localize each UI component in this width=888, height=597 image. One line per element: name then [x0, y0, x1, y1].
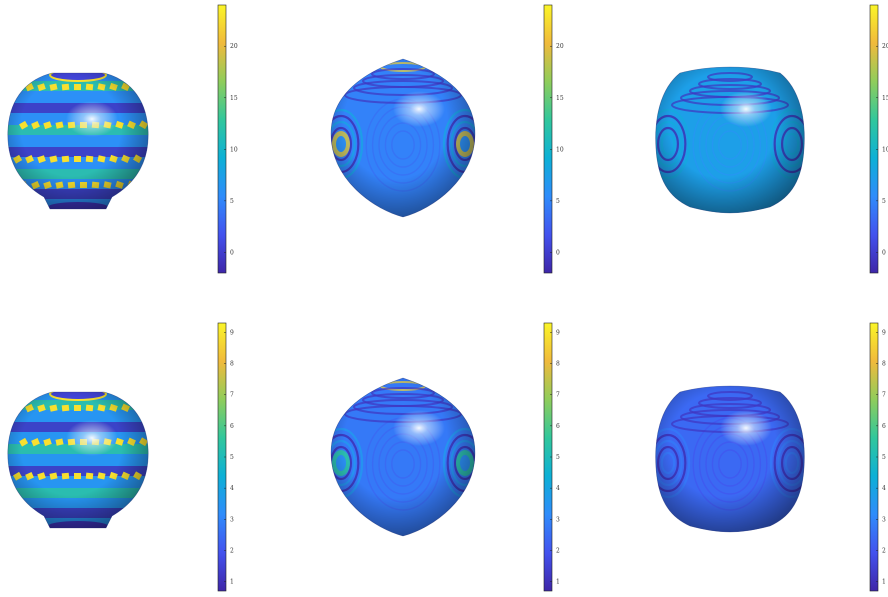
specular-highlight [393, 91, 445, 127]
colorbar: 0 5 10 15 20 [543, 4, 564, 274]
colorbar-tick-label: 7 [556, 392, 560, 399]
surface-shading [655, 386, 805, 532]
colorbar-tick-label: 5 [230, 198, 234, 205]
colorbar-tick-label: 6 [556, 423, 560, 430]
surface-outline [655, 385, 805, 533]
surface-plot-cube [655, 385, 805, 533]
colorbar-tick-label: 3 [556, 516, 560, 523]
colorbar-tick-label: 5 [556, 454, 560, 461]
colorbar-tick-label: 4 [230, 485, 234, 492]
surface-shading [331, 378, 475, 536]
figure-row-top: 0 5 10 15 20 0 5 10 15 20 0 5 10 15 20 [7, 4, 888, 274]
colorbar-tick-label: 1 [230, 579, 234, 586]
colorbar: 1 2 3 4 5 6 7 8 9 [869, 322, 886, 592]
surface-shading [7, 392, 149, 528]
figure-row-bottom: 1 2 3 4 5 6 7 8 9 1 2 3 4 5 6 7 8 9 1 2 3 4 5 6 7 8 9 [7, 322, 886, 592]
colorbar-tick-label: 8 [230, 361, 234, 368]
colorbar-tick-label: 0 [882, 249, 886, 256]
colorbar-tick-label: 1 [556, 579, 560, 586]
surface-plot-onion [330, 377, 476, 537]
surface-plot-vase [7, 391, 149, 529]
colorbar-tick-label: 2 [556, 547, 560, 554]
specular-highlight [720, 410, 772, 446]
colorbar-gradient [217, 4, 227, 274]
colorbar-tick-label: 15 [556, 95, 564, 102]
surface-shading [655, 67, 805, 213]
colorbar-tick-label: 2 [882, 547, 886, 554]
colorbar-tick-label: 10 [882, 146, 888, 153]
colorbar-tick-label: 6 [230, 423, 234, 430]
colorbar-tick-label: 10 [230, 146, 238, 153]
surface-plot-onion [330, 58, 476, 218]
colorbar-tick-label: 5 [882, 454, 886, 461]
colorbar-tick-label: 9 [556, 329, 560, 336]
colorbar-tick-label: 4 [882, 485, 886, 492]
colorbar-tick-label: 0 [556, 249, 560, 256]
surface-outline [330, 58, 476, 218]
colorbar: 1 2 3 4 5 6 7 8 9 [543, 322, 560, 592]
surface-shading [7, 73, 149, 209]
surface-patch [139, 180, 149, 190]
surface-shading [331, 59, 475, 217]
colorbar: 1 2 3 4 5 6 7 8 9 [217, 322, 234, 592]
colorbar: 0 5 10 15 20 [869, 4, 888, 274]
colorbar-tick-label: 8 [882, 361, 886, 368]
colorbar-tick-label: 9 [230, 329, 234, 336]
colorbar-tick-label: 5 [556, 198, 560, 205]
surface-outline [7, 72, 149, 210]
colorbar-tick-label: 8 [556, 361, 560, 368]
specular-highlight [66, 101, 118, 137]
colorbar-tick-label: 15 [230, 95, 238, 102]
colorbar-tick-label: 3 [882, 516, 886, 523]
surface-patch [13, 82, 23, 92]
colorbar-tick-label: 15 [882, 95, 888, 102]
surface-plot-vase [7, 72, 149, 210]
specular-highlight [393, 410, 445, 446]
colorbar-gradient [543, 4, 553, 274]
colorbar: 0 5 10 15 20 [217, 4, 238, 274]
surface-plot-cube [655, 66, 805, 214]
colorbar-tick-label: 7 [230, 392, 234, 399]
colorbar-tick-label: 3 [230, 516, 234, 523]
colorbar-tick-label: 1 [882, 579, 886, 586]
surface-outline [7, 391, 149, 529]
colorbar-tick-label: 10 [556, 146, 564, 153]
surface-outline [655, 66, 805, 214]
colorbar-tick-label: 6 [882, 423, 886, 430]
colorbar-tick-label: 20 [556, 43, 564, 50]
colorbar-tick-label: 2 [230, 547, 234, 554]
specular-highlight [66, 420, 118, 456]
colorbar-tick-label: 5 [230, 454, 234, 461]
colorbar-tick-label: 0 [230, 249, 234, 256]
surface-outline [330, 377, 476, 537]
colorbar-tick-label: 20 [882, 43, 888, 50]
colorbar-tick-label: 5 [882, 198, 886, 205]
specular-highlight [720, 91, 772, 127]
surface-patch [133, 82, 143, 92]
colorbar-tick-label: 7 [882, 392, 886, 399]
colorbar-tick-label: 9 [882, 329, 886, 336]
colorbar-tick-label: 20 [230, 43, 238, 50]
colorbar-tick-label: 4 [556, 485, 560, 492]
colorbar-gradient [869, 4, 879, 274]
